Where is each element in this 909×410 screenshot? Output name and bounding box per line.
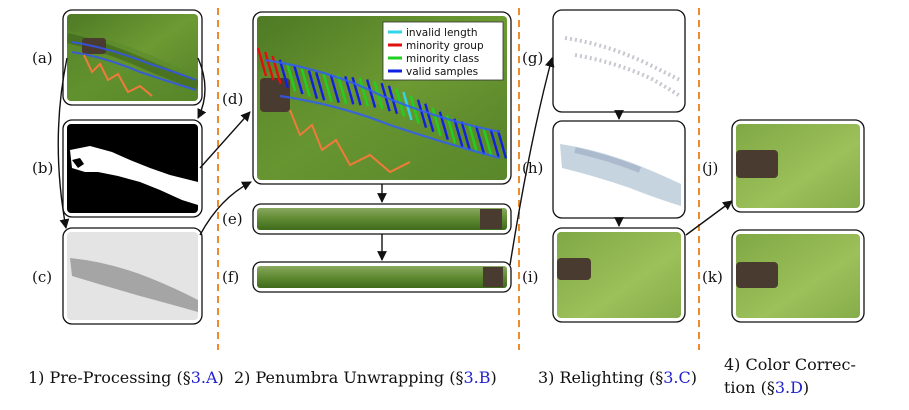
sample-tick: [285, 62, 297, 92]
stage-caption-4-line2: tion (§3.D): [724, 378, 809, 397]
panel-b-shadow-mask: [62, 119, 203, 218]
sample-tick: [329, 74, 340, 103]
stage-caption-3: 3) Relighting (§3.C): [538, 368, 697, 387]
sample-tick: [264, 51, 275, 81]
label-k: (k): [702, 268, 723, 286]
label-d: (d): [222, 90, 243, 108]
label-f: (f): [222, 268, 239, 286]
panel-h-dense-shading: [552, 120, 686, 219]
stage-caption-1: 1) Pre-Processing (§3.A): [28, 368, 224, 387]
stage-caption-4-line1: 4) Color Correc-: [724, 355, 856, 374]
panel-e-unwrapped-strip: [252, 203, 512, 235]
sample-tick: [336, 75, 348, 104]
arrow-c-to-d: [199, 181, 252, 236]
arrow-f-to-g: [509, 57, 555, 266]
sample-tick: [278, 59, 289, 88]
label-i: (i): [522, 268, 539, 286]
flow-arrows: [57, 57, 733, 266]
panel-a-input-image: [62, 9, 203, 106]
arrow-a-to-b: [197, 57, 207, 119]
legend-box: [382, 21, 504, 81]
label-a: (a): [32, 49, 53, 67]
sample-tick: [482, 127, 493, 157]
arrow-i-to-j: [685, 200, 733, 236]
sample-tick: [358, 77, 369, 107]
label-b: (b): [32, 159, 53, 177]
label-j: (j): [702, 159, 718, 177]
sample-tick: [409, 95, 420, 125]
sample-tick: [365, 79, 377, 108]
label-g: (g): [522, 49, 543, 67]
arrow-b-to-d: [199, 111, 251, 169]
sample-tick: [307, 70, 319, 99]
sample-tick: [315, 71, 326, 101]
sample-tick: [322, 73, 333, 102]
sample-tick: [351, 76, 362, 106]
sample-tick: [416, 99, 428, 128]
legend-label-valid-samples: valid samples: [406, 66, 478, 78]
sample-tick: [467, 123, 479, 153]
arrow-a-to-c: [57, 57, 70, 229]
panel-f-refined-strip: [252, 261, 512, 293]
sample-tick: [453, 118, 464, 148]
panel-i-relit-image: [552, 227, 686, 323]
sample-tick: [257, 47, 268, 77]
label-e: (e): [222, 210, 243, 228]
label-c: (c): [32, 268, 52, 286]
sample-tick: [489, 129, 500, 158]
sample-tick: [300, 68, 311, 97]
panel-g-sparse-shading: [552, 9, 686, 113]
panel-c-illumination-map: [62, 227, 203, 325]
legend-label-minority-group: minority group: [406, 40, 484, 52]
stage-caption-2: 2) Penumbra Unwrapping (§3.B): [234, 368, 497, 387]
panel-j-color-corrected: [731, 119, 865, 213]
panel-d-boundary-samples: invalid length minority group minority c…: [252, 11, 512, 185]
legend-label-invalid-length: invalid length: [406, 27, 478, 39]
panel-k-final-result: [731, 229, 865, 323]
sample-tick: [431, 107, 442, 137]
sample-tick: [293, 65, 304, 95]
legend-label-minority-class: minority class: [406, 53, 479, 65]
sample-tick: [475, 126, 486, 155]
label-h: (h): [522, 159, 543, 177]
sample-tick: [460, 121, 471, 151]
sample-tick: [496, 130, 507, 159]
sample-tick: [424, 103, 435, 133]
